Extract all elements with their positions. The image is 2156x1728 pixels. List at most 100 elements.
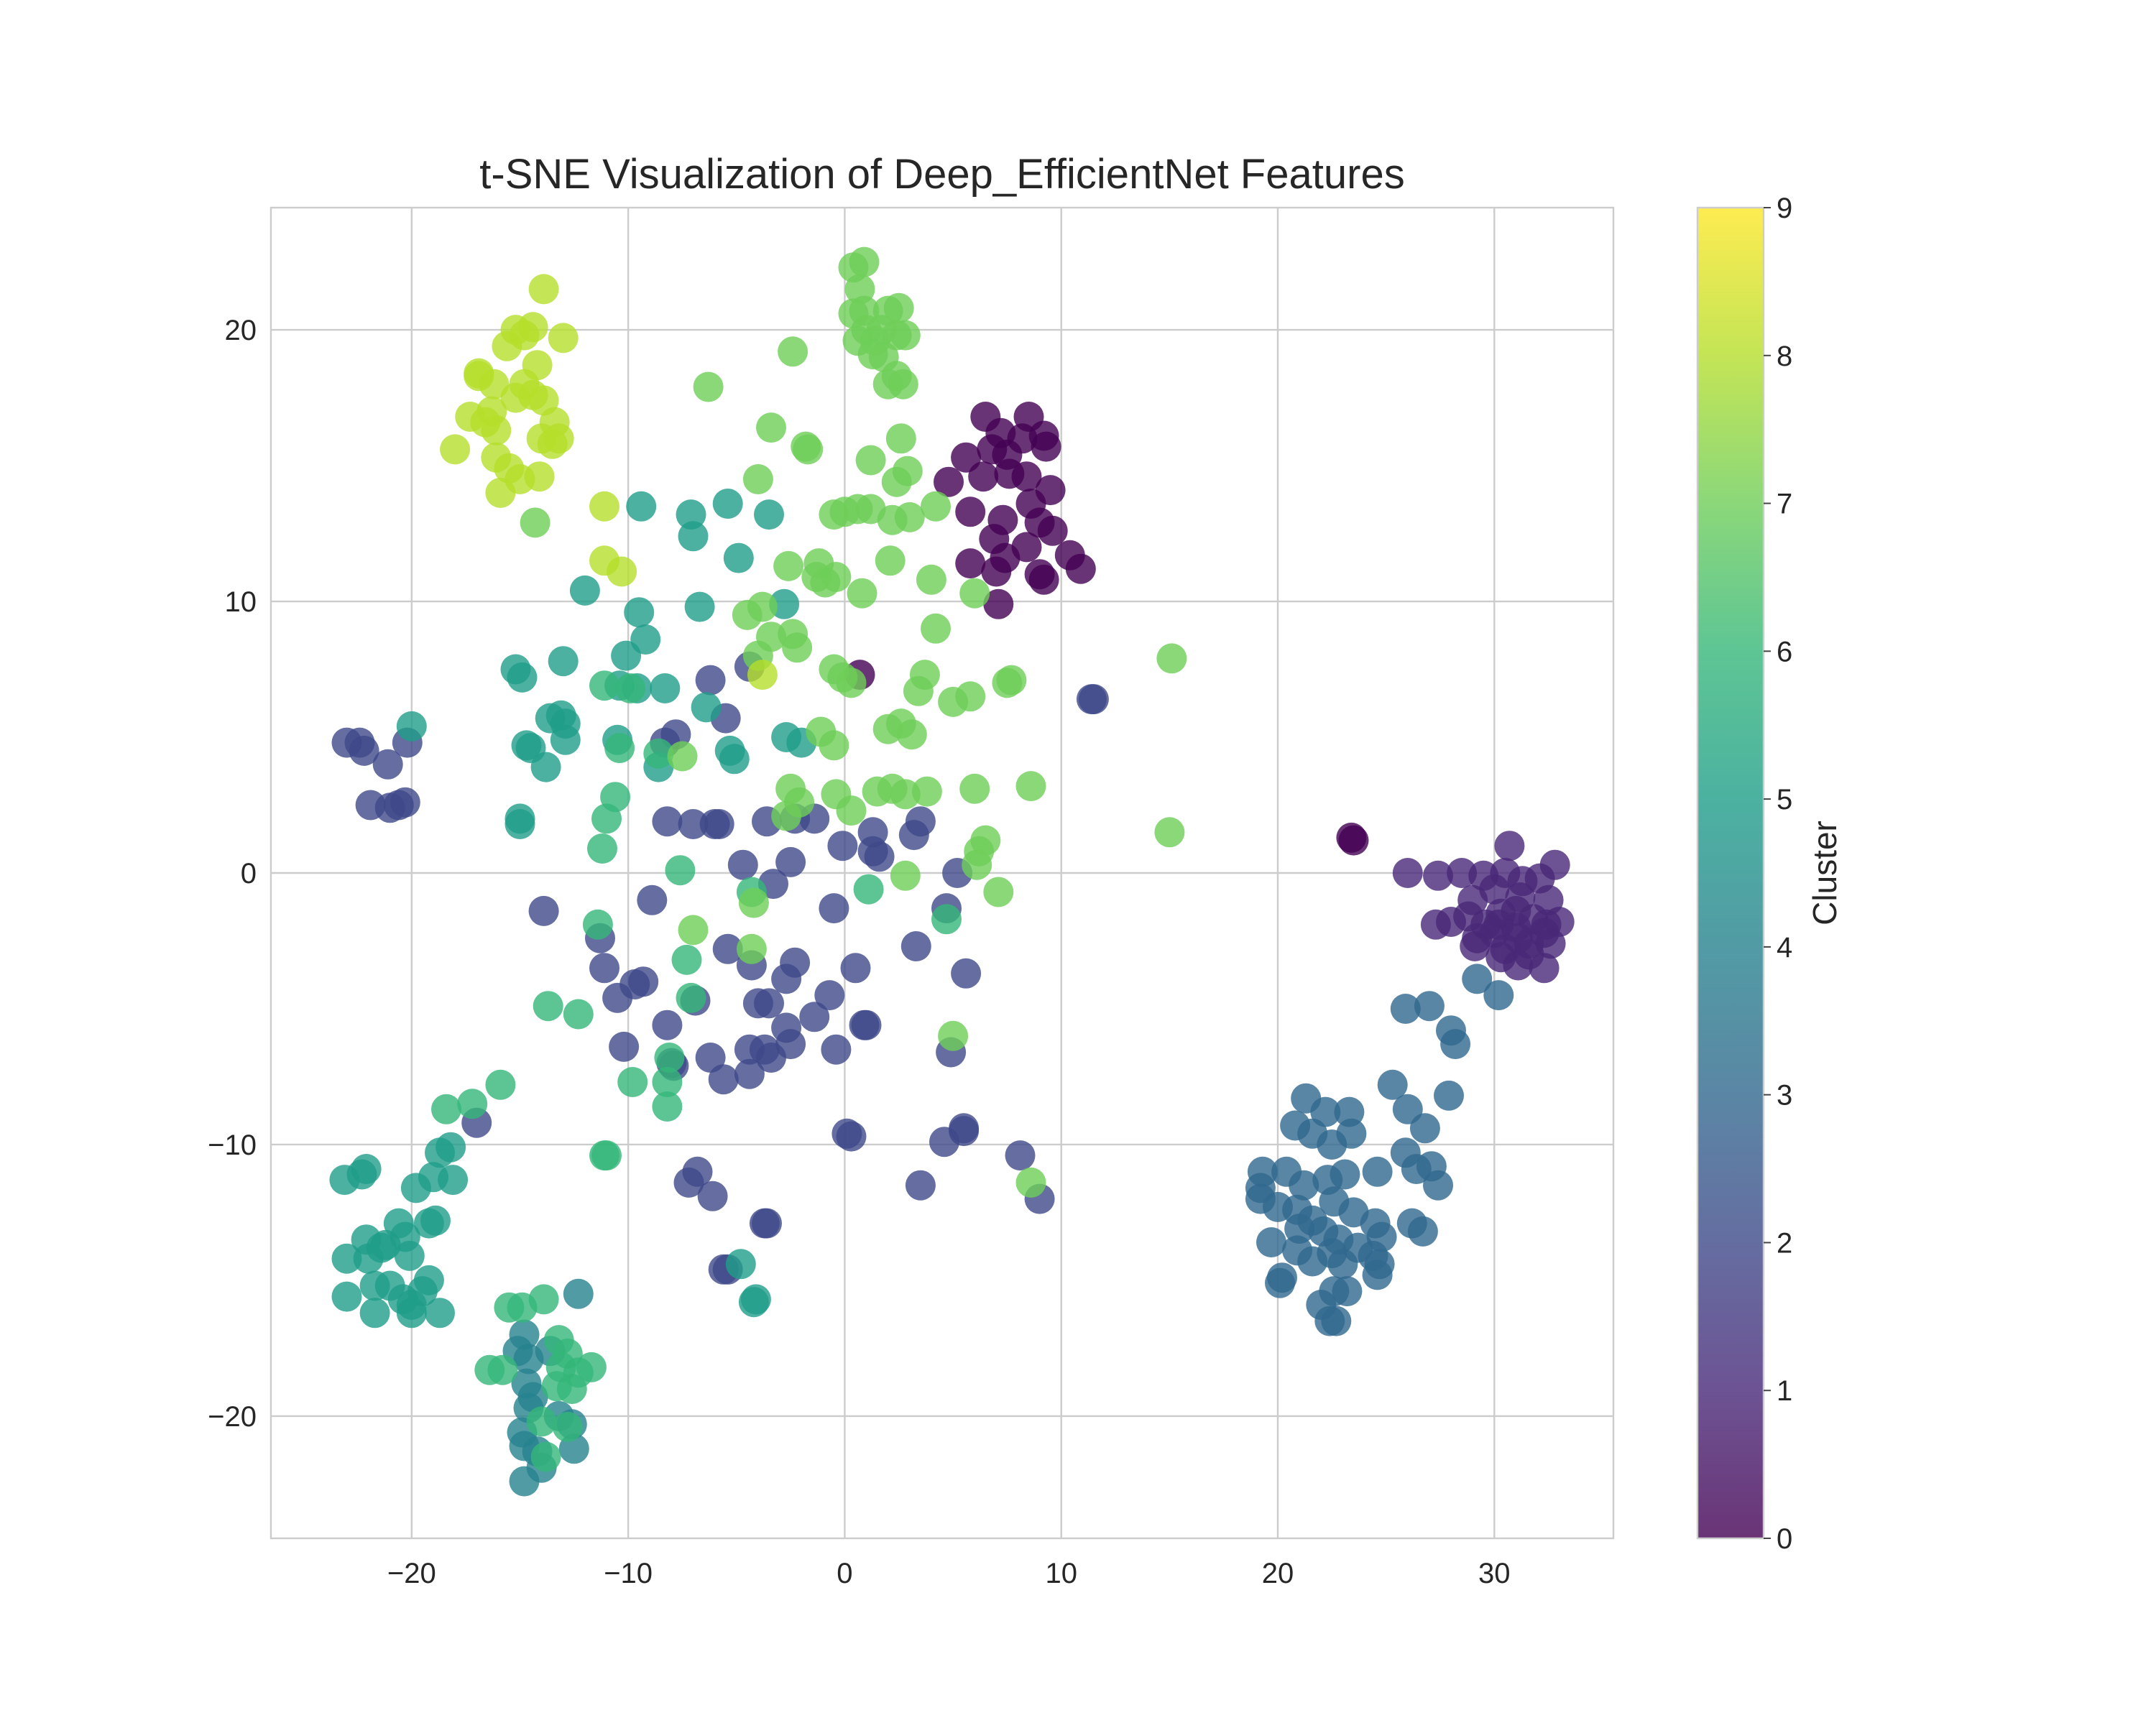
data-point [900,931,931,961]
data-point [955,496,986,527]
data-point [528,1284,559,1315]
colorbar-tick-label: 7 [1777,489,1792,520]
data-point [857,817,888,848]
data-point [1460,931,1491,961]
data-point [394,1240,425,1271]
data-point [615,673,646,703]
colorbar-gradient [1696,206,1765,1540]
data-point [1483,980,1514,1011]
data-point [693,371,724,402]
data-point [959,578,990,609]
data-point [695,665,726,696]
data-point [819,499,849,530]
data-point [390,787,420,818]
data-point [992,667,1023,698]
data-point [847,578,877,609]
data-point [1321,1306,1352,1336]
data-point [1065,553,1096,584]
data-point [1076,684,1107,715]
data-point [1327,1249,1358,1280]
data-point [1462,964,1493,994]
data-point [591,1140,622,1171]
data-point [1494,831,1525,861]
data-point [1409,1113,1440,1144]
data-point [652,1091,683,1122]
colorbar-tick-label: 9 [1777,193,1792,224]
y-tick-label: 20 [225,315,257,346]
data-point [968,461,999,492]
y-axis-ticks: −20 −10 0 10 20 [208,315,257,1433]
data-point [1156,643,1187,674]
data-point [678,809,709,839]
data-point [911,776,942,807]
data-point [836,667,867,698]
data-point [530,752,561,782]
data-point [938,686,969,717]
data-point [552,1412,583,1442]
plot-frame [270,206,1615,1540]
data-point [793,434,824,465]
data-point [1434,1080,1464,1111]
data-point [708,1064,739,1095]
data-point [413,1265,444,1295]
data-point [836,1121,867,1152]
data-point [528,274,559,305]
data-point [507,662,538,693]
data-point [425,1298,455,1329]
data-point [667,741,698,772]
data-point [840,953,871,984]
data-point [582,909,613,940]
data-point [1011,461,1042,492]
data-point [959,773,990,804]
data-point [438,1165,469,1196]
y-tick-label: −20 [208,1401,257,1433]
data-point [1015,1167,1046,1198]
data-point [589,491,619,522]
data-point [624,597,655,628]
data-point [654,1043,685,1073]
data-point [773,550,804,581]
data-point [747,591,778,622]
data-point [962,849,992,880]
x-tick-label: 10 [1045,1558,1077,1589]
data-point [1539,849,1570,880]
data-point [485,1069,516,1100]
data-point [771,800,802,831]
data-point [1390,994,1421,1024]
data-point [872,369,903,399]
data-point [916,564,946,595]
data-point [855,445,886,476]
data-point [617,1067,648,1097]
colorbar-tick-label: 5 [1777,784,1792,816]
data-point [550,724,581,755]
data-point [331,1243,362,1274]
data-point [1310,1096,1341,1127]
data-point [1377,1069,1408,1100]
data-point [782,632,813,663]
data-point [1154,817,1185,848]
data-point [589,953,619,984]
data-point [652,1067,683,1097]
data-point [803,548,834,579]
data-point [752,1208,782,1239]
data-point [1414,991,1445,1022]
y-tick-label: −10 [208,1129,257,1161]
data-point [1284,1214,1315,1244]
scatter-points [329,246,1575,1497]
data-point [509,1466,540,1497]
data-point [440,434,471,465]
data-point [780,947,811,978]
data-point [938,1020,969,1051]
data-point [479,369,510,399]
data-point [1031,431,1061,462]
data-point [955,548,986,579]
data-point [1423,860,1453,891]
data-point [712,489,743,519]
data-point [678,915,709,946]
data-point [457,1089,488,1119]
data-point [1390,1137,1421,1168]
data-point [695,1043,726,1073]
x-tick-label: 0 [837,1558,852,1589]
data-point [533,991,563,1022]
data-point [652,1009,683,1040]
